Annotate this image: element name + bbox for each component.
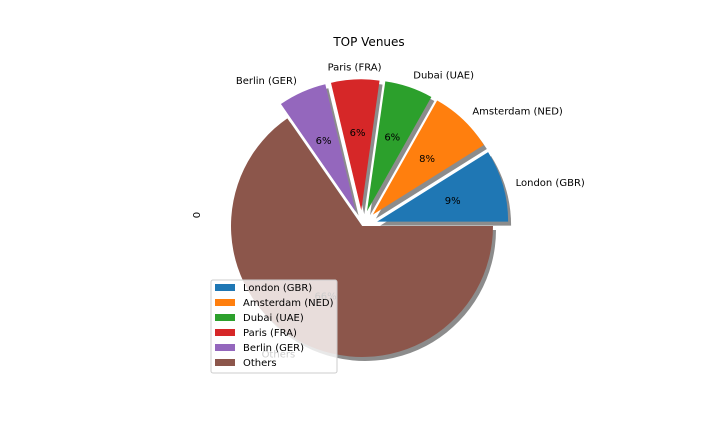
legend-swatch-london-gbr [215, 284, 235, 291]
legend: London (GBR) Amsterdam (NED) Dubai (UAE) Pa… [210, 279, 338, 374]
legend-swatch-others [215, 359, 235, 366]
slice-label-london-gbr: London (GBR) [516, 178, 585, 189]
pct-label-amsterdam-ned: 8% [419, 154, 435, 165]
legend-entry-dubai-uae: Dubai (UAE) [243, 313, 304, 324]
slice-label-paris-fra: Paris (FRA) [328, 62, 382, 73]
legend-entry-amsterdam-ned: Amsterdam (NED) [243, 298, 334, 309]
legend-entry-paris-fra: Paris (FRA) [243, 328, 297, 339]
pie-slice-amsterdam-ned [372, 100, 484, 215]
pie-slice-paris-fra [330, 79, 380, 211]
legend-entry-berlin-ger: Berlin (GER) [243, 343, 304, 354]
y-axis-label: 0 [192, 212, 203, 218]
slice-label-dubai-uae: Dubai (UAE) [413, 71, 474, 82]
pie-slice-dubai-uae [367, 81, 432, 212]
legend-swatch-amsterdam-ned [215, 299, 235, 306]
pie-slice-berlin-ger [280, 84, 356, 212]
pie-slice-london-gbr [377, 152, 509, 222]
legend-frame [210, 279, 338, 374]
slice-label-amsterdam-ned: Amsterdam (NED) [472, 106, 563, 117]
legend-entry-others: Others [243, 358, 277, 369]
pct-label-london-gbr: 9% [445, 196, 461, 207]
legend-swatch-berlin-ger [215, 344, 235, 351]
pct-label-dubai-uae: 6% [384, 133, 400, 144]
pct-label-paris-fra: 6% [350, 128, 366, 139]
chart-title: TOP Venues [332, 35, 404, 49]
legend-entry-london-gbr: London (GBR) [243, 283, 312, 294]
legend-swatch-paris-fra [215, 329, 235, 336]
slice-label-berlin-ger: Berlin (GER) [236, 76, 297, 87]
legend-swatch-dubai-uae [215, 314, 235, 321]
pct-label-berlin-ger: 6% [316, 136, 332, 147]
